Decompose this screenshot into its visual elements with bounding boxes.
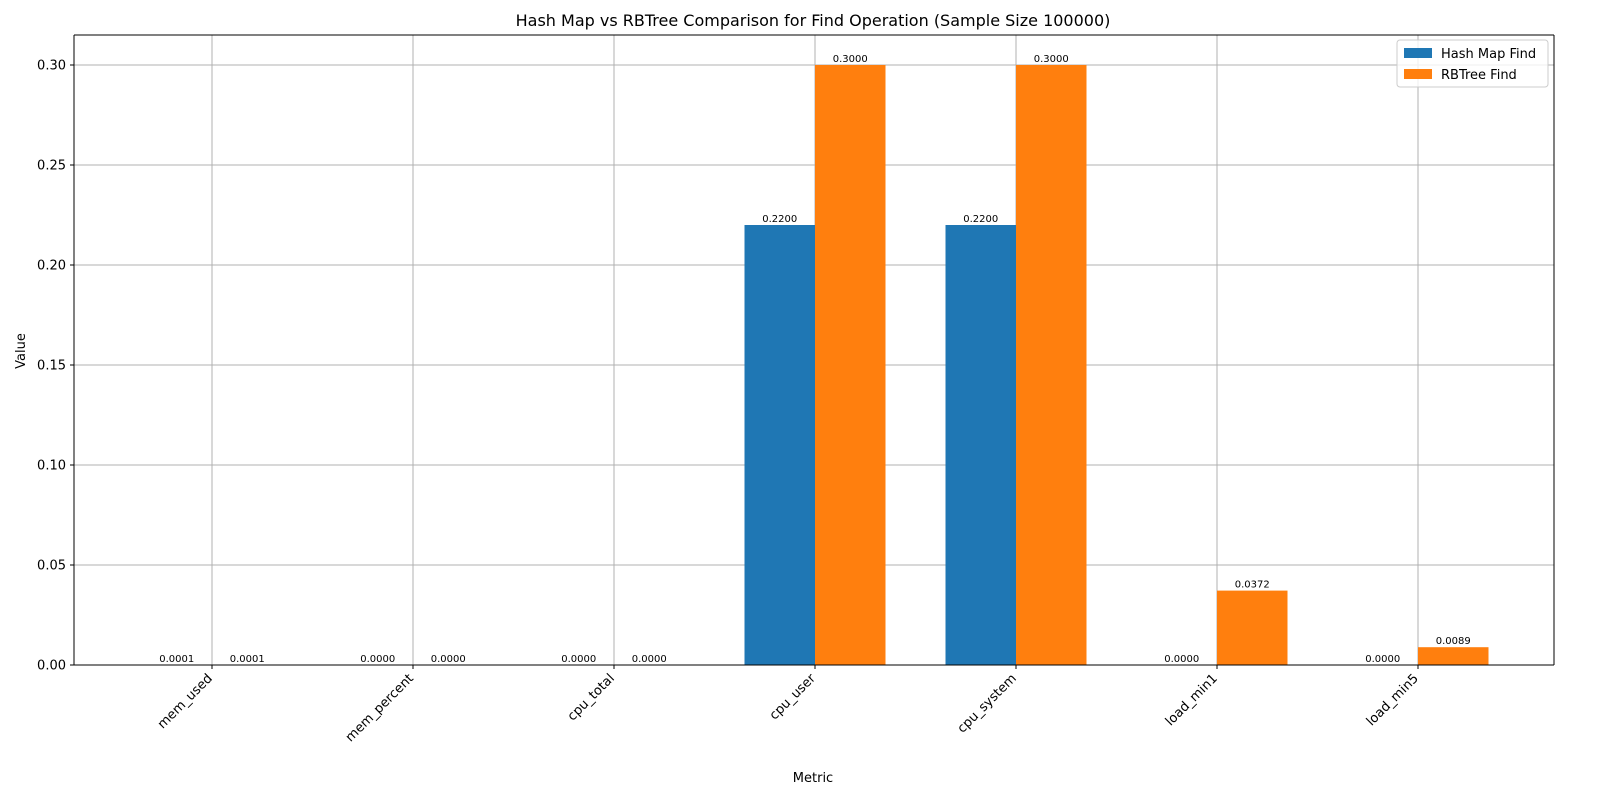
bar-rbtree-cpu_user xyxy=(815,65,886,665)
y-tick-label: 0.10 xyxy=(37,459,66,474)
data-label: 0.0000 xyxy=(1365,654,1400,665)
data-label: 0.0000 xyxy=(431,654,466,665)
y-tick-label: 0.15 xyxy=(37,359,66,374)
chart-title: Hash Map vs RBTree Comparison for Find O… xyxy=(516,11,1111,30)
x-tick-label: mem_percent xyxy=(343,671,417,745)
bar-rbtree-load_min5 xyxy=(1418,647,1489,665)
data-label: 0.0372 xyxy=(1235,580,1270,591)
bars-layer xyxy=(141,65,1489,665)
data-label: 0.0001 xyxy=(230,654,265,665)
y-tick-label: 0.00 xyxy=(37,659,66,674)
y-tick-label: 0.20 xyxy=(37,259,66,274)
x-tick-label: mem_used xyxy=(155,671,216,732)
x-tick-label: cpu_system xyxy=(955,671,1020,736)
data-label: 0.3000 xyxy=(833,54,868,65)
legend-box xyxy=(1396,39,1549,88)
legend-swatch-hashmap xyxy=(1404,48,1432,58)
x-tick-label: cpu_user xyxy=(767,671,819,723)
bar-rbtree-load_min1 xyxy=(1217,590,1288,665)
data-label: 0.0000 xyxy=(632,654,667,665)
x-tick-label: cpu_total xyxy=(565,671,618,724)
legend-label: Hash Map Find xyxy=(1441,47,1536,62)
bar-rbtree-cpu_system xyxy=(1016,65,1087,665)
x-tick-label: load_min1 xyxy=(1163,671,1221,729)
x-tick-label: load_min5 xyxy=(1364,671,1422,729)
legend-swatch-rbtree xyxy=(1404,69,1432,79)
data-labels-layer: 0.0001 0.0000 0.0000 0.2200 0.2200 0.0000 0.00… xyxy=(159,54,1471,665)
y-tick-label: 0.30 xyxy=(37,59,66,74)
data-label: 0.0000 xyxy=(360,654,395,665)
legend: Hash Map Find RBTree Find xyxy=(1396,39,1549,88)
data-label: 0.0089 xyxy=(1436,636,1471,647)
data-label: 0.0000 xyxy=(1164,654,1199,665)
data-label: 0.0001 xyxy=(159,654,194,665)
data-label: 0.2200 xyxy=(963,214,998,225)
bar-hashmap-cpu_user xyxy=(744,225,815,665)
y-axis-title: Value xyxy=(14,333,29,369)
bar-hashmap-cpu_system xyxy=(945,225,1016,665)
data-label: 0.0000 xyxy=(561,654,596,665)
legend-label: RBTree Find xyxy=(1441,68,1517,83)
data-label: 0.3000 xyxy=(1034,54,1069,65)
x-axis-title: Metric xyxy=(793,771,833,786)
data-label: 0.2200 xyxy=(762,214,797,225)
y-tick-label: 0.25 xyxy=(37,159,66,174)
y-tick-label: 0.05 xyxy=(37,559,66,574)
